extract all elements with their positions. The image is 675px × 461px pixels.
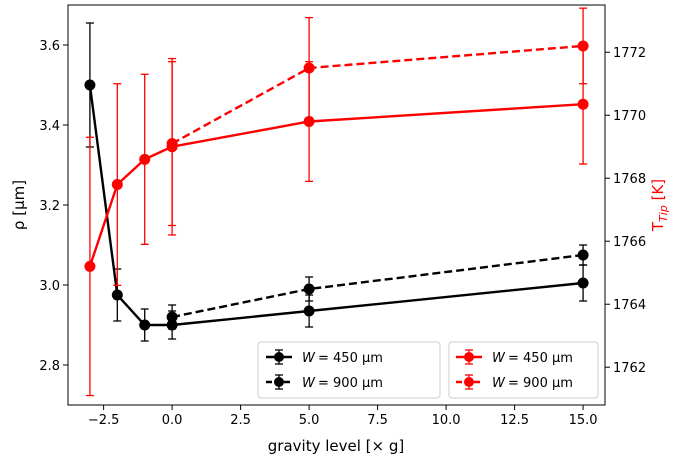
y-right-tick-label: 1770 <box>613 109 646 124</box>
y-right-tick-label: 1766 <box>613 235 646 250</box>
data-point <box>139 319 151 331</box>
y-left-tick-label: 3.2 <box>39 199 60 214</box>
data-point <box>166 311 178 323</box>
y-right-tick-label: 1762 <box>613 361 646 376</box>
legend-label: = 450 µm <box>318 351 383 366</box>
y-axis-left-label: ρ [µm] <box>10 180 28 230</box>
series-line <box>88 84 584 327</box>
x-tick-label: 5.0 <box>299 413 320 428</box>
legend-label: = 900 µm <box>508 376 573 391</box>
data-point <box>166 138 178 150</box>
data-point <box>303 305 315 317</box>
y-axis-right-label-main: T <box>649 221 667 232</box>
series-line <box>171 44 584 145</box>
legend-symbol: W <box>492 351 506 366</box>
legend-symbol: W <box>302 376 316 391</box>
x-tick-label: 12.5 <box>500 413 529 428</box>
y-right-tick-label: 1764 <box>613 298 646 313</box>
y-left-tick-label: 3.0 <box>39 279 60 294</box>
data-point <box>303 283 315 295</box>
plot-frame <box>67 4 606 406</box>
data-point <box>577 40 589 52</box>
x-tick-label: 10.0 <box>432 413 461 428</box>
x-tick-label: 2.5 <box>230 413 251 428</box>
series-2 <box>166 244 589 330</box>
legend-right-box <box>448 341 599 399</box>
data-point <box>84 260 96 272</box>
legend-left: W = 450 µmW = 900 µm <box>257 341 441 399</box>
y-left-tick-label: 3.4 <box>39 119 60 134</box>
data-point <box>139 153 151 165</box>
y-right-tick-label: 1772 <box>613 46 646 61</box>
y-axis-right-label-unit: [K] <box>649 179 667 205</box>
data-point <box>303 62 315 74</box>
y-axis-right-label-sub: Tip <box>657 205 670 222</box>
legend-marker <box>464 377 474 387</box>
data-point <box>84 79 96 91</box>
data-point <box>111 179 123 191</box>
y-left-tick-label: 3.6 <box>39 39 60 54</box>
x-tick-label: 7.5 <box>367 413 388 428</box>
series-line <box>88 103 584 267</box>
data-point <box>577 277 589 289</box>
x-axis-label: gravity level [× g] <box>268 437 404 455</box>
y-left-tick-label: 2.8 <box>39 359 60 374</box>
y-right-tick-label: 1768 <box>613 172 646 187</box>
x-tick-label: 15.0 <box>569 413 598 428</box>
legend-left-box <box>257 341 441 399</box>
series-line <box>171 253 584 319</box>
x-tick-label: −2.5 <box>88 413 120 428</box>
series-4 <box>166 7 589 227</box>
legend-marker <box>464 352 474 362</box>
y-axis-right-label: TTip [K] <box>649 179 670 232</box>
legend-label: = 450 µm <box>508 351 573 366</box>
data-point <box>111 289 123 301</box>
series-layer <box>84 7 589 397</box>
data-point <box>577 98 589 110</box>
series-1 <box>84 22 589 342</box>
legend-marker <box>274 352 284 362</box>
ticks-layer: −2.5 0.0 2.5 5.0 7.5 10.0 12.5 15.0 2.8 3.0 3.2 3.4… <box>39 39 646 428</box>
legend-symbol: W <box>492 376 506 391</box>
data-point <box>577 249 589 261</box>
legend-symbol: W <box>302 351 316 366</box>
x-tick-label: 0.0 <box>162 413 183 428</box>
legend-marker <box>274 377 284 387</box>
legend-right: W = 450 µmW = 900 µm <box>448 341 599 399</box>
legend-label: = 900 µm <box>318 376 383 391</box>
